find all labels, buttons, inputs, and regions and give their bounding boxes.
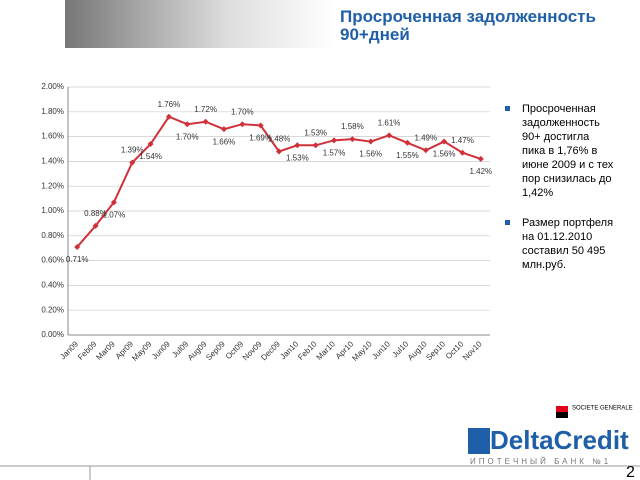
y-tick-label: 0.40%: [41, 281, 64, 290]
data-point: [477, 155, 484, 162]
data-label: 1.48%: [268, 135, 291, 144]
x-tick-label: Dec09: [259, 339, 282, 362]
data-point: [276, 148, 282, 155]
slide-title: Просроченная задолженность 90+дней: [340, 7, 596, 44]
data-label: 1.39%: [121, 146, 144, 155]
data-point: [202, 118, 209, 125]
data-point: [349, 136, 356, 143]
data-point: [147, 141, 154, 148]
x-tick-label: Sep10: [424, 339, 447, 362]
bullet-list: Просроченная задолженность 90+ достигла …: [505, 102, 615, 272]
data-label: 1.56%: [359, 150, 382, 159]
tagline: ИПОТЕЧНЫЙ БАНК №1: [470, 457, 611, 466]
data-label: 1.53%: [286, 153, 309, 162]
data-label: 1.53%: [304, 128, 327, 137]
y-tick-label: 0.00%: [41, 330, 64, 339]
data-point: [110, 199, 117, 206]
y-tick-label: 1.60%: [41, 132, 64, 141]
x-tick-label: Nov10: [461, 339, 484, 362]
page-number: 2: [626, 464, 635, 480]
data-point: [441, 138, 448, 145]
data-label: 1.55%: [396, 151, 419, 160]
data-point: [92, 222, 99, 229]
data-point: [184, 121, 191, 128]
data-point: [312, 142, 319, 149]
data-label: 1.61%: [378, 118, 401, 127]
data-point: [257, 122, 264, 129]
y-tick-label: 1.80%: [41, 107, 64, 116]
header-image: [65, 0, 335, 48]
data-label: 0.88%: [84, 209, 107, 218]
data-point: [74, 243, 81, 250]
y-tick-label: 1.40%: [41, 157, 64, 166]
data-label: 1.70%: [231, 107, 254, 116]
data-point: [404, 139, 411, 146]
x-tick-label: Feb09: [76, 339, 99, 362]
data-label: 0.71%: [66, 255, 89, 264]
x-tick-label: May09: [130, 339, 154, 363]
x-tick-label: Aug09: [186, 339, 209, 362]
y-tick-label: 0.60%: [41, 256, 64, 265]
x-tick-label: Mar10: [315, 339, 338, 362]
partner-logo: SOCIETE GENERALE: [572, 406, 633, 412]
data-point: [239, 121, 246, 128]
data-label: 1.76%: [158, 100, 181, 109]
data-label: 1.72%: [194, 105, 217, 114]
data-label: 1.54%: [139, 152, 162, 161]
data-point: [294, 142, 301, 149]
data-point: [422, 147, 429, 154]
x-tick-label: Mar09: [94, 339, 117, 362]
x-tick-label: Jun09: [150, 339, 172, 361]
data-label: 1.70%: [176, 132, 199, 141]
y-tick-label: 0.20%: [41, 305, 64, 314]
x-tick-label: Aug10: [406, 339, 429, 362]
x-tick-label: May10: [350, 339, 374, 363]
y-tick-label: 1.00%: [41, 206, 64, 215]
data-point: [367, 138, 374, 145]
x-tick-label: Jun10: [370, 339, 392, 361]
data-label: 1.47%: [451, 136, 474, 145]
data-point: [459, 149, 466, 156]
data-label: 1.07%: [103, 210, 126, 219]
y-tick-label: 1.20%: [41, 181, 64, 190]
data-label: 1.49%: [414, 133, 437, 142]
y-tick-label: 2.00%: [41, 82, 64, 91]
data-point: [129, 159, 136, 166]
data-point: [386, 132, 393, 139]
data-point: [331, 137, 338, 144]
data-point: [165, 113, 172, 120]
data-label: 1.56%: [433, 150, 456, 159]
brand-logo: DeltaCredit: [490, 425, 629, 455]
y-tick-label: 0.80%: [41, 231, 64, 240]
data-label: 1.42%: [469, 167, 492, 176]
data-point: [220, 126, 227, 133]
data-label: 1.58%: [341, 122, 364, 131]
bullet-text: Просроченная задолженность 90+ достигла …: [522, 103, 614, 199]
data-label: 1.69%: [249, 134, 272, 143]
x-tick-label: Feb10: [296, 339, 319, 362]
bullet: Размер портфеля на 01.12.2010 составил 5…: [505, 216, 615, 272]
data-label: 1.66%: [213, 137, 236, 146]
data-label: 1.57%: [323, 148, 346, 157]
bullet-text: Размер портфеля на 01.12.2010 составил 5…: [522, 217, 614, 271]
x-tick-label: Nov09: [241, 339, 264, 362]
bullet: Просроченная задолженность 90+ достигла …: [505, 102, 615, 200]
x-tick-label: Sep09: [204, 339, 227, 362]
